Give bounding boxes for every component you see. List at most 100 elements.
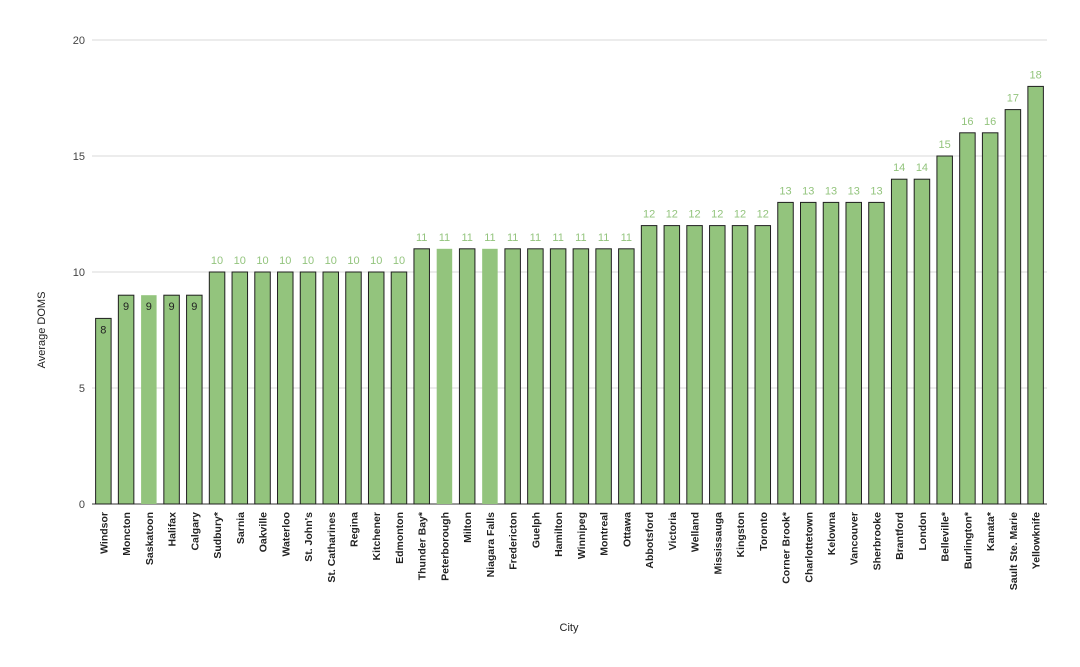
y-tick-label: 0 bbox=[79, 499, 85, 511]
data-label: 11 bbox=[484, 232, 495, 244]
x-tick-label: Oakville bbox=[258, 512, 270, 552]
bar bbox=[754, 225, 772, 505]
bar bbox=[686, 225, 703, 505]
data-label: 9 bbox=[191, 301, 197, 313]
x-tick-label: Milton bbox=[462, 512, 474, 543]
x-axis-ticks: Windsor Moncton Saskatoon Halifax Calgary Sud… bbox=[98, 511, 1042, 590]
bar bbox=[709, 225, 726, 505]
x-tick-label: Edmonton bbox=[394, 512, 406, 564]
data-label: 9 bbox=[146, 301, 152, 313]
data-label: 11 bbox=[621, 232, 632, 244]
data-label: 9 bbox=[123, 301, 129, 313]
y-tick-label: 20 bbox=[73, 35, 85, 47]
bar bbox=[959, 132, 976, 505]
bar bbox=[640, 225, 658, 505]
data-label: 10 bbox=[256, 255, 268, 267]
data-label: 16 bbox=[984, 116, 996, 128]
x-tick-label: St. John's bbox=[303, 512, 315, 562]
bars bbox=[95, 85, 1044, 505]
y-axis-title: Average DOMS bbox=[36, 292, 48, 369]
x-tick-label: Saskatoon bbox=[144, 512, 156, 565]
bar bbox=[845, 201, 862, 505]
bar bbox=[527, 248, 544, 505]
y-axis-ticks: 0 5 10 15 20 bbox=[73, 35, 85, 511]
y-tick-label: 5 bbox=[79, 383, 85, 395]
bar bbox=[890, 178, 908, 505]
bar bbox=[390, 271, 408, 505]
data-label: 12 bbox=[711, 209, 723, 221]
bar bbox=[322, 271, 339, 505]
x-tick-label: Sudbury* bbox=[212, 511, 224, 559]
data-label: 13 bbox=[848, 185, 860, 197]
x-tick-label: Brantford bbox=[894, 512, 906, 560]
x-tick-label: Niagara Falls bbox=[485, 512, 497, 578]
bar bbox=[458, 248, 476, 505]
bar bbox=[800, 201, 817, 505]
data-label: 11 bbox=[461, 232, 472, 244]
x-tick-label: Kitchener bbox=[371, 512, 383, 560]
data-label: 14 bbox=[916, 162, 928, 174]
data-label: 11 bbox=[575, 232, 586, 244]
x-tick-label: Vancouver bbox=[849, 512, 861, 565]
x-tick-label: Moncton bbox=[121, 512, 133, 556]
bar bbox=[254, 271, 271, 505]
bar bbox=[868, 201, 885, 505]
x-tick-label: Sault Ste. Marie bbox=[1008, 512, 1020, 590]
data-label: 8 bbox=[100, 324, 106, 336]
x-tick-label: Thunder Bay* bbox=[417, 511, 429, 580]
data-label: 11 bbox=[507, 232, 518, 244]
x-tick-label: Toronto bbox=[758, 512, 770, 551]
x-tick-label: Halifax bbox=[167, 512, 179, 547]
bar bbox=[208, 271, 226, 505]
x-tick-label: Guelph bbox=[530, 512, 542, 548]
bar bbox=[231, 271, 249, 505]
data-label: 12 bbox=[666, 209, 678, 221]
data-labels: 8 9 9 9 9 10 10 10 10 10 10 10 10 10 11 11 11 11 11 11 11 11 1… bbox=[100, 69, 1041, 336]
bar bbox=[504, 248, 521, 505]
y-tick-label: 10 bbox=[73, 267, 85, 279]
bar bbox=[299, 271, 317, 505]
bar bbox=[345, 271, 362, 505]
bar bbox=[141, 295, 157, 504]
data-label: 11 bbox=[552, 232, 563, 244]
x-tick-label: London bbox=[917, 512, 929, 550]
data-label: 11 bbox=[439, 232, 450, 244]
x-tick-label: Winnipeg bbox=[576, 512, 588, 559]
data-label: 9 bbox=[169, 301, 175, 313]
data-label: 13 bbox=[870, 185, 882, 197]
data-label: 10 bbox=[325, 255, 337, 267]
data-label: 12 bbox=[643, 209, 655, 221]
bar bbox=[822, 201, 840, 505]
x-tick-label: Calgary bbox=[189, 512, 201, 551]
bar bbox=[186, 294, 203, 505]
x-tick-label: Abbotsford bbox=[644, 512, 656, 569]
bar bbox=[549, 248, 567, 505]
bar bbox=[1004, 109, 1022, 505]
x-tick-label: Sherbrooke bbox=[871, 512, 883, 571]
x-tick-label: Hamilton bbox=[553, 512, 565, 557]
data-label: 13 bbox=[825, 185, 837, 197]
x-tick-label: Burlington* bbox=[962, 511, 974, 569]
bar bbox=[117, 294, 135, 505]
bar bbox=[913, 178, 931, 505]
data-label: 11 bbox=[598, 232, 609, 244]
bar bbox=[731, 225, 749, 505]
x-tick-label: Peterborough bbox=[439, 512, 451, 581]
data-label: 13 bbox=[802, 185, 814, 197]
data-label: 10 bbox=[393, 255, 405, 267]
x-tick-label: Kanata* bbox=[985, 511, 997, 551]
data-label: 16 bbox=[961, 116, 973, 128]
x-tick-label: Yellowknife bbox=[1031, 512, 1043, 569]
x-tick-label: Kingston bbox=[735, 512, 747, 558]
data-label: 12 bbox=[757, 209, 769, 221]
x-tick-label: Victoria bbox=[667, 512, 679, 550]
x-tick-label: Waterloo bbox=[280, 512, 292, 557]
bar bbox=[595, 248, 612, 505]
gridlines bbox=[92, 39, 1047, 505]
x-axis-title: City bbox=[560, 622, 579, 634]
bar bbox=[95, 317, 112, 505]
data-label: 13 bbox=[779, 185, 791, 197]
x-tick-label: Corner Brook* bbox=[781, 511, 793, 584]
bar bbox=[981, 132, 999, 505]
